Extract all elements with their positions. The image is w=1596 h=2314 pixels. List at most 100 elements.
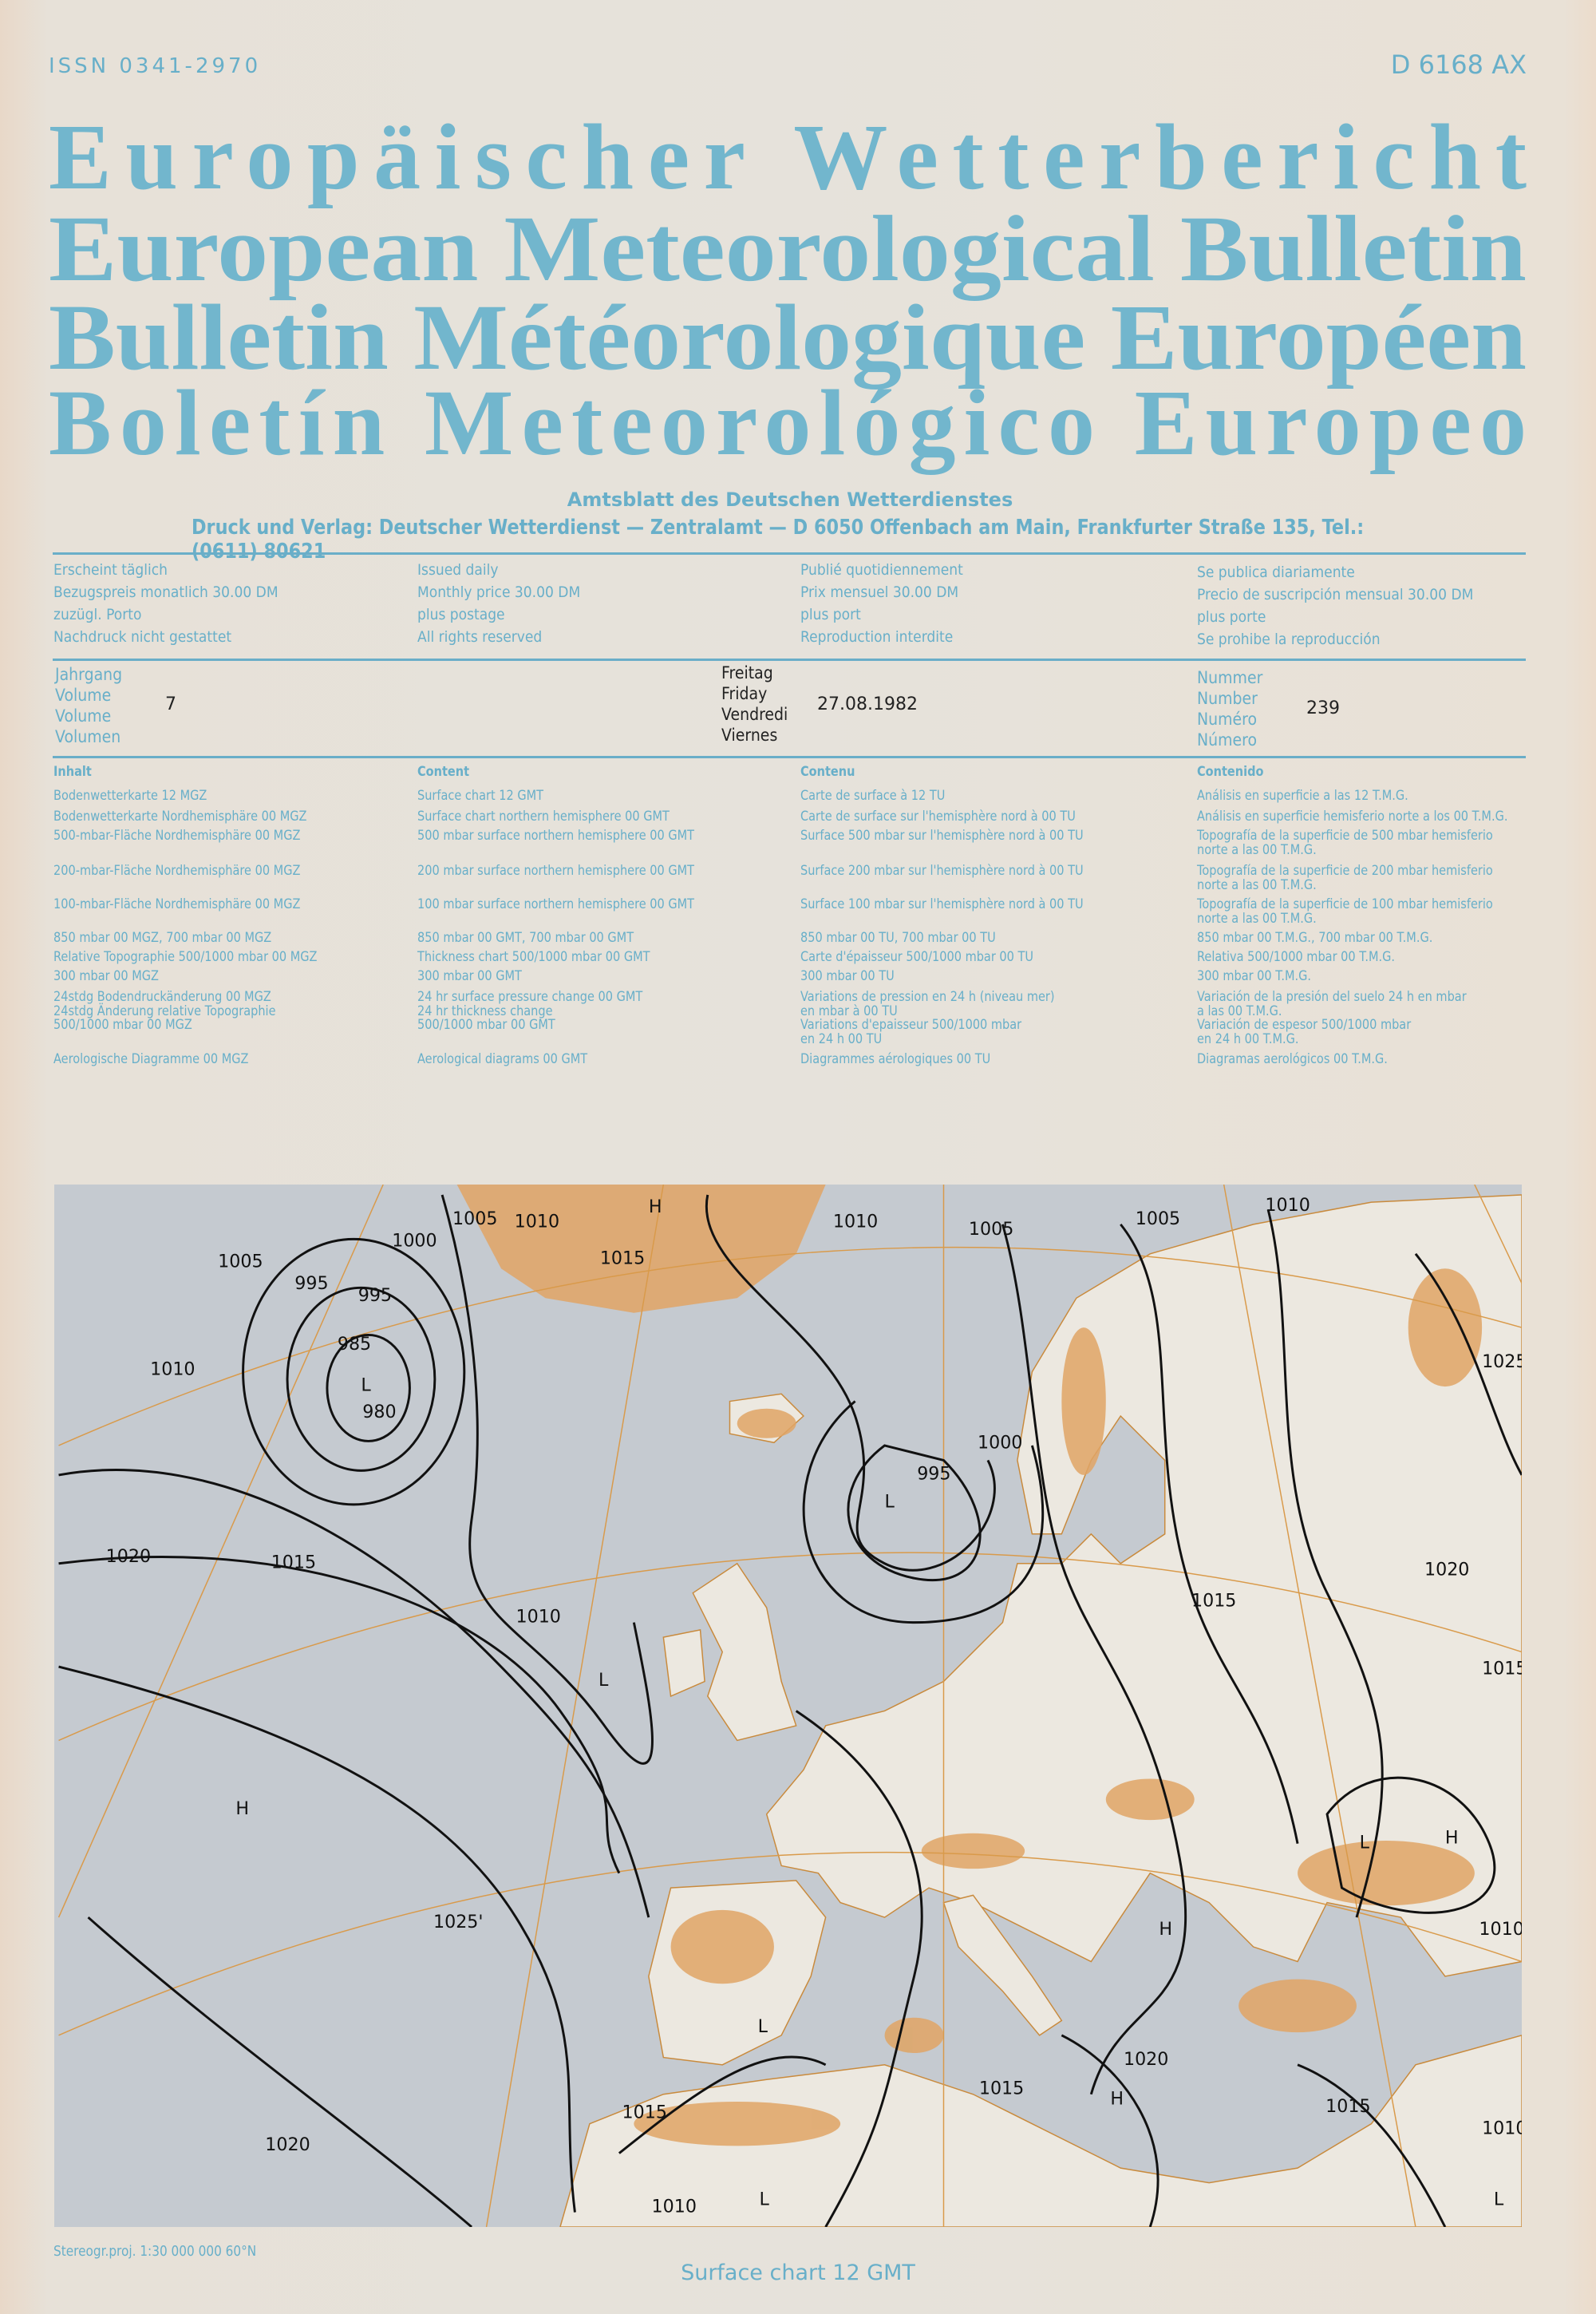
masthead-titles: Europäischer Wetterbericht European Mete… (49, 112, 1527, 475)
isobar-label: L (1494, 2189, 1504, 2209)
contents-cell: Surface chart 12 GMT (417, 788, 544, 803)
isobar-label: H (235, 1798, 249, 1819)
info-french: Publié quotidiennement Prix mensuel 30.0… (800, 561, 963, 646)
contents-cell: Surface chart northern hemisphere 00 GMT (417, 809, 670, 824)
postal-code: D 6168 AX (1390, 49, 1527, 80)
contents-cell: Diagrammes aérologiques 00 TU (800, 1051, 991, 1066)
isobar-label: 1020 (1124, 2049, 1168, 2070)
isobar-label: 1015 (1325, 2096, 1370, 2117)
contents-cell: 24stdg Bodendruckänderung 00 MGZ 24stdg … (53, 989, 276, 1032)
contents-cell: Bodenwetterkarte Nordhemisphäre 00 MGZ (53, 809, 307, 824)
isobar-label: L (885, 1492, 895, 1513)
isobar-label: L (758, 2016, 768, 2037)
contents-cell: Relativa 500/1000 mbar 00 T.M.G. (1197, 949, 1396, 964)
title-english: European Meteorological Bulletin (49, 196, 1527, 301)
graticule (57, 1185, 1522, 2227)
contents-cell: 100-mbar-Fläche Nordhemisphäre 00 MGZ (53, 896, 301, 912)
isobar-label: 1015 (1482, 1658, 1522, 1679)
contents-cell: Aerologische Diagramme 00 MGZ (53, 1051, 249, 1066)
contents-cell: 24 hr surface pressure change 00 GMT 24 … (417, 989, 643, 1032)
volume-value: 7 (165, 694, 176, 714)
isobar-label: 980 (362, 1402, 396, 1422)
weekday-labels: Freitag Friday Vendredi Viernes (721, 663, 788, 745)
info-english: Issued daily Monthly price 30.00 DM plus… (417, 561, 581, 646)
contents-cell: 300 mbar 00 TU (800, 968, 895, 983)
isobar-label: 995 (294, 1273, 328, 1294)
isobar-label: 1010 (1482, 2118, 1522, 2139)
contents-cell: Topografía de la superficie de 500 mbar … (1197, 828, 1493, 857)
isobar-label: 1025' (433, 1912, 484, 1932)
contents-cell: 300 mbar 00 T.M.G. (1197, 968, 1312, 983)
contents-cell: Análisis en superficie hemisferio norte … (1197, 809, 1508, 824)
contents-cell: 850 mbar 00 TU, 700 mbar 00 TU (800, 930, 996, 945)
terrain-shading (456, 1185, 1483, 2146)
isobar-label: L (1360, 1832, 1370, 1853)
contents-cell: Surface 100 mbar sur l'hemisphère nord à… (800, 896, 1084, 912)
contents-cell: 850 mbar 00 MGZ, 700 mbar 00 MGZ (53, 930, 272, 945)
contents-cell: 500 mbar surface northern hemisphere 00 … (417, 828, 695, 843)
isobar-label: 1020 (106, 1546, 151, 1567)
contents-cell: Topografía de la superficie de 200 mbar … (1197, 863, 1493, 892)
map-caption: Surface chart 12 GMT (681, 2261, 915, 2285)
contents-cell: 100 mbar surface northern hemisphere 00 … (417, 896, 695, 912)
contents-cell: 500-mbar-Fläche Nordhemisphäre 00 MGZ (53, 828, 301, 843)
isobar-label: 1025 (1482, 1351, 1522, 1372)
info-german: Erscheint täglich Bezugspreis monatlich … (53, 561, 279, 646)
isobar-label: 1010 (1479, 1919, 1522, 1940)
contents-cell: 300 mbar 00 GMT (417, 968, 522, 983)
volume-labels: Jahrgang Volume Volume Volumen (55, 665, 123, 746)
pressure-labels: 1005 995 995 985 980 1010 1005 1010 1000 H 1015 101… (106, 1195, 1522, 2217)
isobar-label: 1015 (622, 2102, 667, 2122)
contents-cell: 200 mbar surface northern hemisphere 00 … (417, 863, 695, 878)
contents-cell: Carte d'épaisseur 500/1000 mbar 00 TU (800, 949, 1034, 964)
isobar-label: 1010 (515, 1212, 559, 1232)
divider (53, 552, 1526, 555)
land-britain (692, 1562, 797, 1742)
official-gazette-line: Amtsblatt des Deutschen Wetterdienstes (567, 489, 1013, 511)
contents-cell: Relative Topographie 500/1000 mbar 00 MG… (53, 949, 318, 964)
contents-cell: Carte de surface sur l'hemisphère nord à… (800, 809, 1076, 824)
title-spanish: Boletín Meteorológico Europeo (49, 370, 1527, 475)
number-labels: Nummer Number Numéro Número (1197, 668, 1263, 750)
isobar-label: L (361, 1375, 371, 1396)
isobar-label: 1005 (1136, 1208, 1180, 1229)
surface-weather-map: 1005 995 995 985 980 1010 1005 1010 1000 H 1015 101… (54, 1185, 1522, 2227)
contents-cell: Surface 500 mbar sur l'hemisphère nord à… (800, 828, 1084, 843)
contents-cell: Surface 200 mbar sur l'hemisphère nord à… (800, 863, 1084, 878)
isobar-label: 995 (917, 1463, 950, 1484)
isobar-label: 1015 (600, 1248, 645, 1269)
isobar-label: 1010 (150, 1359, 195, 1379)
contents-header: Content (417, 764, 470, 779)
contents-header: Contenido (1197, 764, 1264, 779)
isobar-label: 1020 (265, 2134, 310, 2155)
isobar-label: 1010 (1265, 1195, 1310, 1216)
contents-cell: Variación de la presión del suelo 24 h e… (1197, 989, 1467, 1046)
contents-cell: 850 mbar 00 T.M.G., 700 mbar 00 T.M.G. (1197, 930, 1433, 945)
contents-cell: 300 mbar 00 MGZ (53, 968, 159, 983)
isobar-label: 1010 (516, 1607, 560, 1628)
contents-cell: Análisis en superficie a las 12 T.M.G. (1197, 788, 1408, 803)
isobar-label: L (759, 2189, 769, 2209)
publisher-line: Druck und Verlag: Deutscher Wetterdienst… (192, 516, 1365, 564)
land-greenland (456, 1185, 826, 1313)
contents-header: Inhalt (53, 764, 92, 779)
isobar-label: H (1159, 1919, 1172, 1940)
divider (53, 659, 1526, 661)
isobar-label: 1005 (969, 1219, 1013, 1240)
contents-cell: Bodenwetterkarte 12 MGZ (53, 788, 207, 803)
isobar-label: 1000 (392, 1231, 437, 1252)
isobar-label: 1015 (1191, 1590, 1236, 1611)
isobar-label: 1015 (979, 2079, 1024, 2099)
isobar-label: 1005 (452, 1208, 497, 1229)
isobar-label: 985 (338, 1334, 371, 1355)
isobar-label: 1010 (833, 1212, 878, 1232)
contents-cell: 850 mbar 00 GMT, 700 mbar 00 GMT (417, 930, 634, 945)
isobar-label: 995 (358, 1285, 392, 1306)
info-spanish: Se publica diariamente Precio de suscrip… (1197, 564, 1474, 648)
contents-cell: Variations de pression en 24 h (niveau m… (800, 989, 1055, 1046)
contents-cell: Diagramas aerológicos 00 T.M.G. (1197, 1051, 1388, 1066)
title-french: Bulletin Météorologique Européen (49, 285, 1527, 390)
isobar-label: H (649, 1197, 662, 1217)
issn: ISSN 0341-2970 (49, 54, 262, 78)
isobars (58, 1194, 1522, 2227)
